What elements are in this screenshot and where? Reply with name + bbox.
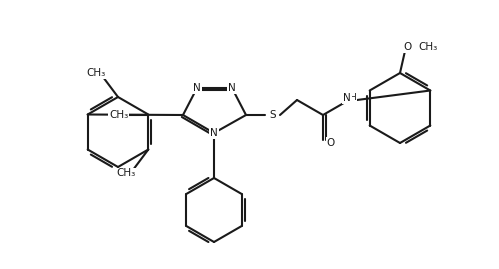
Text: O: O bbox=[119, 109, 127, 119]
Text: CH₃: CH₃ bbox=[116, 168, 136, 179]
Text: S: S bbox=[269, 110, 276, 120]
Text: O: O bbox=[96, 68, 104, 78]
Text: O: O bbox=[327, 138, 335, 148]
Text: CH₃: CH₃ bbox=[418, 42, 437, 52]
Text: N: N bbox=[193, 83, 201, 93]
Text: N: N bbox=[343, 93, 351, 103]
Text: CH₃: CH₃ bbox=[86, 68, 105, 78]
Text: H: H bbox=[350, 94, 356, 102]
Text: CH₃: CH₃ bbox=[109, 109, 129, 119]
Text: N: N bbox=[228, 83, 236, 93]
Text: O: O bbox=[404, 42, 412, 52]
Text: N: N bbox=[210, 128, 218, 138]
Text: O: O bbox=[126, 168, 134, 179]
